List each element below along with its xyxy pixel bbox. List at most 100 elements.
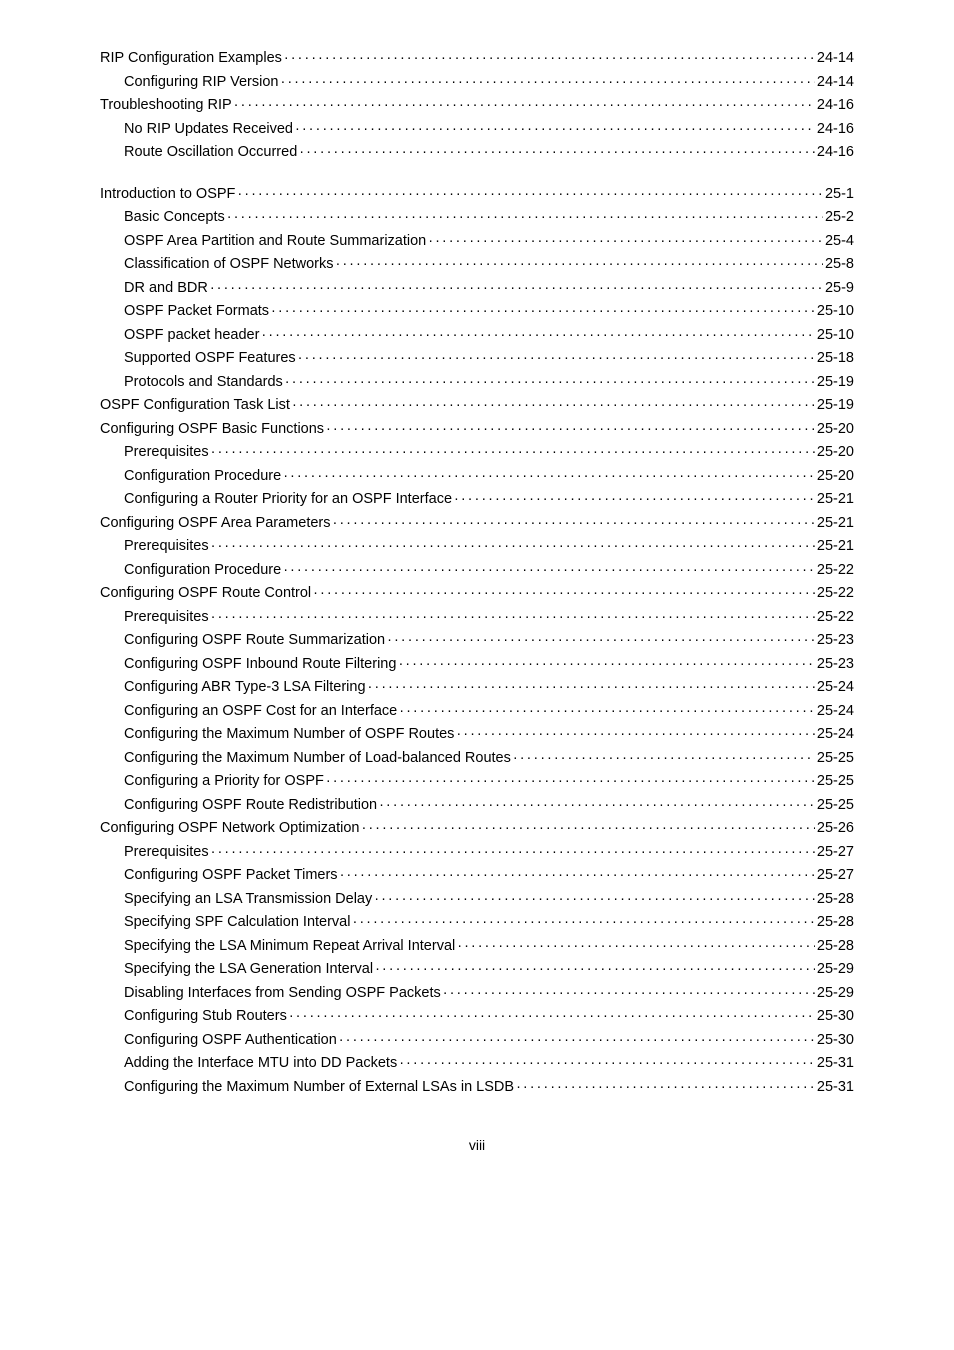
toc-entry-page: 25-28 [817,914,854,930]
toc-entry-label: Adding the Interface MTU into DD Packets [124,1055,397,1071]
toc-entry-page: 25-30 [817,1008,854,1024]
toc-leader-dots [292,397,815,413]
toc-entry-page: 24-16 [817,97,854,113]
toc-entry-label: OSPF Packet Formats [124,303,269,319]
toc-entry-label: Protocols and Standards [124,374,283,390]
toc-leader-dots [336,256,823,272]
toc-entry: Configuring the Maximum Number of Load-b… [100,750,854,766]
toc-entry-page: 24-14 [817,74,854,90]
toc-entry-label: Configuring OSPF Route Control [100,585,311,601]
toc-leader-dots [339,1032,815,1048]
toc-leader-dots [285,374,815,390]
toc-entry-label: Disabling Interfaces from Sending OSPF P… [124,985,441,1001]
toc-spacer [100,168,854,186]
toc-leader-dots [281,74,815,90]
toc-entry-label: Configuring OSPF Area Parameters [100,515,331,531]
toc-leader-dots [428,233,823,249]
toc-entry-label: Prerequisites [124,538,209,554]
toc-entry-label: Configuring OSPF Inbound Route Filtering [124,656,396,672]
toc-entry-page: 25-27 [817,844,854,860]
toc-entry: Configuring a Router Priority for an OSP… [100,491,854,507]
toc-leader-dots [295,121,815,137]
toc-leader-dots [387,632,815,648]
toc-entry: Specifying the LSA Generation Interval25… [100,961,854,977]
toc-entry: Route Oscillation Occurred24-16 [100,144,854,160]
toc-entry: Specifying an LSA Transmission Delay25-2… [100,891,854,907]
toc-entry: OSPF packet header25-10 [100,327,854,343]
toc-leader-dots [298,350,815,366]
page-number-footer: viii [100,1137,854,1153]
toc-entry-page: 25-4 [825,233,854,249]
toc-entry-label: Configuration Procedure [124,468,281,484]
toc-entry-page: 25-28 [817,938,854,954]
toc-entry: Configuration Procedure 25-20 [100,468,854,484]
toc-entry-page: 25-1 [825,186,854,202]
toc-entry-page: 25-27 [817,867,854,883]
toc-entry: Configuring OSPF Area Parameters 25-21 [100,515,854,531]
toc-entry-page: 25-25 [817,797,854,813]
toc-leader-dots [211,609,815,625]
toc-entry: Configuring an OSPF Cost for an Interfac… [100,703,854,719]
toc-leader-dots [368,679,815,695]
toc-entry-page: 25-19 [817,397,854,413]
toc-entry: Supported OSPF Features25-18 [100,350,854,366]
toc-leader-dots [456,726,815,742]
toc-leader-dots [289,1008,815,1024]
toc-entry-page: 25-19 [817,374,854,390]
toc-entry-label: OSPF Configuration Task List [100,397,290,413]
toc-entry: Adding the Interface MTU into DD Packets… [100,1055,854,1071]
toc-entry: Configuring OSPF Authentication25-30 [100,1032,854,1048]
toc-leader-dots [227,209,823,225]
toc-entry-label: Configuring OSPF Route Summarization [124,632,385,648]
toc-entry: Configuring a Priority for OSPF25-25 [100,773,854,789]
toc-entry-label: Configuring ABR Type-3 LSA Filtering [124,679,366,695]
toc-entry: Configuring OSPF Route Summarization 25-2… [100,632,854,648]
toc-leader-dots [399,1055,815,1071]
toc-entry-label: Configuration Procedure [124,562,281,578]
toc-entry: Specifying SPF Calculation Interval 25-28 [100,914,854,930]
toc-entry-label: Specifying SPF Calculation Interval [124,914,350,930]
toc-entry-page: 24-14 [817,50,854,66]
toc-entry: Disabling Interfaces from Sending OSPF P… [100,985,854,1001]
toc-entry: Configuring Stub Routers 25-30 [100,1008,854,1024]
toc-entry-label: Prerequisites [124,444,209,460]
toc-entry: Prerequisites25-20 [100,444,854,460]
toc-entry-page: 25-10 [817,303,854,319]
toc-entry-label: Configuring a Priority for OSPF [124,773,324,789]
toc-leader-dots [399,703,815,719]
toc-entry-page: 25-20 [817,468,854,484]
toc-entry: Configuring OSPF Route Control25-22 [100,585,854,601]
toc-entry: Specifying the LSA Minimum Repeat Arriva… [100,938,854,954]
toc-entry-label: Configuring OSPF Packet Timers [124,867,338,883]
toc-leader-dots [211,538,815,554]
toc-entry-label: Configuring RIP Version [124,74,279,90]
toc-entry-page: 25-22 [817,609,854,625]
toc-entry-label: Configuring Stub Routers [124,1008,287,1024]
toc-leader-dots [237,186,823,202]
toc-entry: RIP Configuration Examples24-14 [100,50,854,66]
toc-entry: Configuring the Maximum Number of Extern… [100,1079,854,1095]
toc-entry-label: Configuring the Maximum Number of Extern… [124,1079,514,1095]
toc-entry-label: Configuring the Maximum Number of OSPF R… [124,726,454,742]
toc-entry-label: Configuring OSPF Network Optimization [100,820,360,836]
toc-leader-dots [326,421,815,437]
toc-entry-page: 25-21 [817,538,854,554]
toc-entry-label: Configuring OSPF Authentication [124,1032,337,1048]
toc-leader-dots [211,844,815,860]
toc-entry-page: 25-24 [817,726,854,742]
toc-entry-label: Prerequisites [124,609,209,625]
toc-entry: OSPF Packet Formats 25-10 [100,303,854,319]
toc-entry-label: Route Oscillation Occurred [124,144,297,160]
toc-leader-dots [516,1079,815,1095]
toc-entry-page: 25-23 [817,632,854,648]
toc-entry-label: DR and BDR [124,280,208,296]
toc-entry-page: 25-21 [817,515,854,531]
toc-leader-dots [210,280,823,296]
toc-entry-label: No RIP Updates Received [124,121,293,137]
toc-leader-dots [283,468,815,484]
toc-entry: Configuring OSPF Inbound Route Filtering… [100,656,854,672]
toc-leader-dots [362,820,815,836]
toc-leader-dots [340,867,815,883]
toc-leader-dots [443,985,815,1001]
toc-leader-dots [457,938,815,954]
